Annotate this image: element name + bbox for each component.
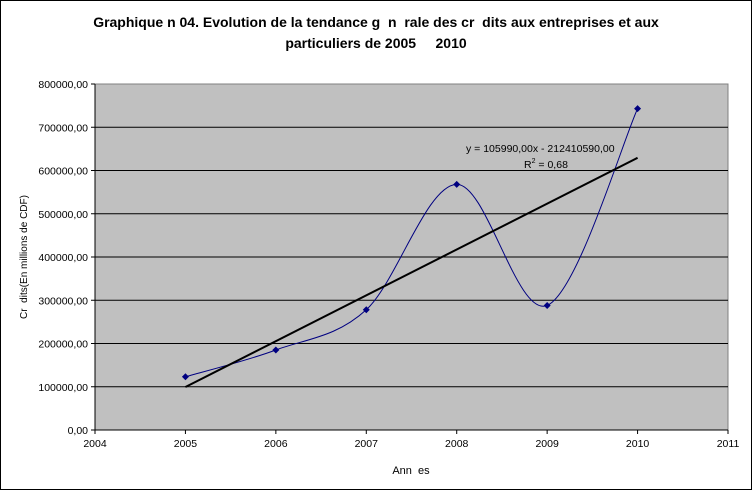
- chart-title-line2: particuliers de 2005 2010: [285, 35, 467, 51]
- x-tick-label: 2004: [83, 438, 107, 450]
- r-squared-label: R2 = 0,68: [524, 158, 568, 171]
- x-tick-label: 2005: [174, 438, 198, 450]
- x-axis-label: Ann es: [392, 465, 430, 477]
- y-tick-label: 100000,00: [38, 382, 88, 394]
- y-tick-label: 600000,00: [38, 166, 88, 178]
- chart-title: Graphique n 04. Evolution de la tendance…: [0, 12, 752, 54]
- y-tick-label: 800000,00: [38, 79, 88, 91]
- x-tick-label: 2006: [264, 438, 288, 450]
- x-tick-label: 2011: [717, 438, 740, 450]
- data-point: [453, 180, 461, 188]
- data-point: [634, 105, 642, 113]
- y-tick-label: 0,00: [68, 425, 89, 437]
- x-tick-label: 2007: [355, 438, 379, 450]
- x-tick-label: 2010: [626, 438, 650, 450]
- data-point: [543, 301, 551, 309]
- x-tick-label: 2008: [445, 438, 469, 450]
- y-tick-label: 500000,00: [38, 209, 88, 221]
- trendline-equation: y = 105990,00x - 212410590,00: [466, 143, 615, 155]
- x-tick-label: 2009: [535, 438, 559, 450]
- data-point: [272, 346, 280, 354]
- y-tick-label: 700000,00: [38, 122, 88, 134]
- data-point: [362, 306, 370, 314]
- data-point: [181, 373, 189, 381]
- chart-title-line1: Graphique n 04. Evolution de la tendance…: [93, 14, 659, 30]
- y-tick-label: 300000,00: [38, 295, 88, 307]
- trendline: [184, 156, 639, 388]
- y-axis-label: Cr dits(En millions de CDF): [19, 195, 30, 319]
- y-tick-label: 200000,00: [38, 339, 88, 351]
- y-tick-label: 400000,00: [38, 252, 88, 264]
